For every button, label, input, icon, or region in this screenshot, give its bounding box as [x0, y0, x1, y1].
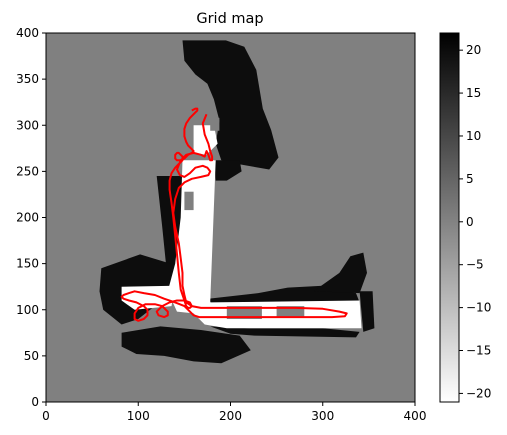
- occupied-region-2: [213, 160, 242, 181]
- x-tick-label-200: 200: [219, 409, 242, 423]
- free-region-3: [121, 285, 176, 310]
- colorbar-gradient: [439, 32, 460, 403]
- y-tick-label-300: 300: [16, 118, 39, 132]
- colorbar: 20 15 10 5 0 −5 −10 −15 −20: [439, 32, 491, 403]
- occupied-region-8: [359, 291, 375, 332]
- occupied-region-0: [182, 40, 279, 170]
- y-tick-label-150: 150: [16, 257, 39, 271]
- colorbar-tick-label-8: −20: [466, 386, 491, 400]
- colorbar-tick-label-4: 0: [466, 215, 474, 229]
- y-tick-label-100: 100: [16, 303, 39, 317]
- colorbar-ticks: 20 15 10 5 0 −5 −10 −15 −20: [459, 43, 491, 400]
- free-region-2: [184, 277, 211, 299]
- x-tick-label-300: 300: [311, 409, 334, 423]
- trajectory-line-0: [120, 107, 348, 322]
- x-axis: 0 100 200 300 400: [42, 402, 426, 423]
- y-tick-label-0: 0: [31, 395, 39, 409]
- colorbar-tick-label-0: 20: [466, 43, 481, 57]
- occupied-region-7: [313, 252, 367, 294]
- y-tick-label-350: 350: [16, 72, 39, 86]
- chart-title: Grid map: [196, 11, 263, 27]
- y-tick-label-200: 200: [16, 211, 39, 225]
- unknown-island-2: [226, 306, 262, 319]
- colorbar-tick-label-7: −15: [466, 344, 491, 358]
- y-axis: 0 50 100 150 200 250 300 350 400: [16, 26, 46, 409]
- free-region-1: [193, 125, 218, 155]
- colorbar-tick-label-2: 10: [466, 129, 481, 143]
- y-tick-label-50: 50: [24, 349, 39, 363]
- free-region-4: [189, 263, 205, 283]
- occupied-region-4: [121, 326, 251, 364]
- colorbar-tick-label-1: 15: [466, 86, 481, 100]
- x-tick-label-0: 0: [42, 409, 50, 423]
- y-tick-label-250: 250: [16, 164, 39, 178]
- unknown-island-1: [184, 191, 194, 211]
- x-tick-label-400: 400: [404, 409, 427, 423]
- x-tick-label-100: 100: [127, 409, 150, 423]
- plot-area: [46, 33, 415, 402]
- occupied-region-6: [210, 326, 360, 338]
- colorbar-tick-label-6: −10: [466, 301, 491, 315]
- y-tick-label-400: 400: [16, 26, 39, 40]
- colorbar-tick-label-3: 5: [466, 172, 474, 186]
- unknown-island-0: [210, 116, 220, 131]
- trajectory-layer: [120, 107, 348, 322]
- colorbar-tick-label-5: −5: [466, 258, 484, 272]
